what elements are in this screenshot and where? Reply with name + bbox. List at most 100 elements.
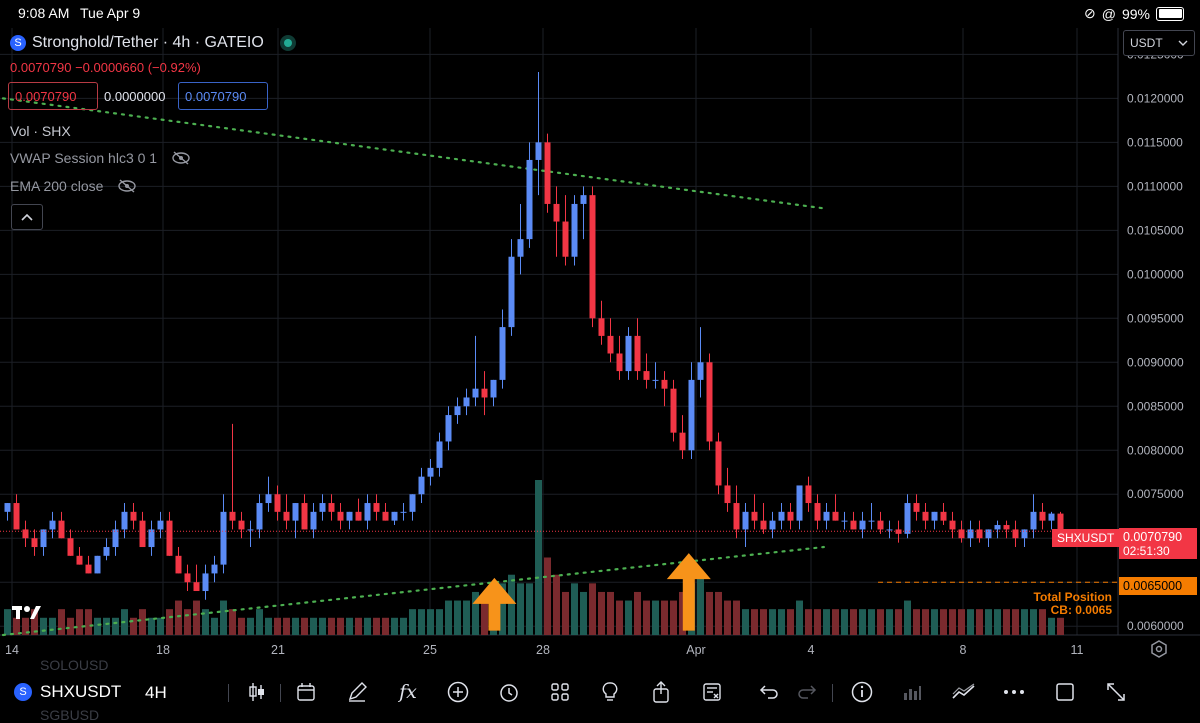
candle-body <box>643 371 650 380</box>
battery-percent: 99% <box>1121 5 1150 22</box>
eye-off-icon[interactable] <box>171 151 191 165</box>
toolbar-separator <box>280 684 281 702</box>
spread-value: 0.0000000 <box>104 88 166 104</box>
candle-body <box>679 432 686 451</box>
collapse-legend-button[interactable] <box>11 204 43 230</box>
indicator-volume[interactable]: Vol · SHX <box>10 123 71 139</box>
volume-bar <box>940 609 947 635</box>
candle-body <box>571 203 578 257</box>
volume-bar <box>607 591 614 635</box>
currency-select[interactable]: USDT <box>1123 30 1195 56</box>
candle-body <box>859 520 866 530</box>
candle-body <box>400 511 407 513</box>
candle-body <box>931 511 938 521</box>
candle-body <box>841 520 848 522</box>
share-icon[interactable] <box>649 680 673 704</box>
candle-type-icon[interactable] <box>245 680 269 704</box>
volume-bars <box>4 480 1064 635</box>
candle-body <box>886 529 893 531</box>
candle-body <box>715 441 722 486</box>
symbol-header[interactable]: S Stronghold/Tether · 4h · GATEIO <box>10 34 296 52</box>
volume-bar <box>31 609 38 635</box>
sell-price-button[interactable]: 0.0070790 <box>8 82 98 110</box>
volume-bar <box>976 609 983 635</box>
fullscreen-square-icon[interactable] <box>1053 680 1077 704</box>
candles <box>4 71 1064 600</box>
layout-grid-icon[interactable] <box>548 680 572 704</box>
candle-body <box>220 511 227 565</box>
undo-icon[interactable] <box>756 680 780 704</box>
candle-body <box>823 511 830 521</box>
volume-bar <box>616 600 623 635</box>
candle-body <box>256 503 263 530</box>
indicator-ema-label: EMA 200 close <box>10 178 104 194</box>
candle-body <box>130 511 137 521</box>
volume-bar <box>706 591 713 635</box>
draw-pen-icon[interactable] <box>345 680 369 704</box>
toolbar-separator <box>832 684 833 702</box>
volume-bar <box>346 617 353 635</box>
bar-countdown: 02:51:30 <box>1119 543 1197 559</box>
candle-body <box>922 511 929 521</box>
expand-arrows-icon[interactable] <box>1104 680 1128 704</box>
candle-body <box>67 538 74 556</box>
redo-icon[interactable] <box>796 680 820 704</box>
candle-body <box>49 520 56 530</box>
interval-button[interactable]: 4H <box>145 683 167 702</box>
candle-body <box>670 388 677 433</box>
info-icon[interactable] <box>850 680 874 704</box>
candle-body <box>787 511 794 521</box>
volume-bar <box>553 574 560 635</box>
candle-body <box>499 327 506 380</box>
indicator-ema[interactable]: EMA 200 close <box>10 178 137 194</box>
candle-body <box>508 256 515 328</box>
candle-body <box>751 511 758 521</box>
candle-body <box>985 529 992 539</box>
candle-body <box>868 520 875 522</box>
candle-body <box>553 203 560 222</box>
candle-body <box>193 582 200 592</box>
symbol-search-button[interactable]: S SHXUSDT <box>14 682 121 702</box>
candle-body <box>112 529 119 548</box>
price-tick-label: 0.0115000 <box>1127 135 1183 149</box>
bar-stats-icon[interactable] <box>900 680 924 704</box>
price-tick-label: 0.0105000 <box>1127 223 1184 237</box>
alarm-clock-icon[interactable] <box>497 680 521 704</box>
volume-bar <box>1012 609 1019 635</box>
buy-price-button[interactable]: 0.0070790 <box>178 82 268 110</box>
candle-body <box>733 503 740 530</box>
candle-body <box>958 529 965 539</box>
volume-bar <box>769 609 776 635</box>
watchlist-ghost-below: SGBUSD <box>40 707 100 723</box>
candle-body <box>688 379 695 451</box>
candle-body <box>535 142 542 160</box>
symbol-title[interactable]: Stronghold/Tether · 4h · GATEIO <box>32 34 264 51</box>
candle-body <box>283 511 290 521</box>
add-circle-icon[interactable] <box>446 680 470 704</box>
volume-bar <box>499 583 506 635</box>
ideas-lightbulb-icon[interactable] <box>598 680 622 704</box>
price-tick-label: 0.0080000 <box>1127 443 1184 457</box>
chart-overlays <box>0 530 1118 631</box>
position-label[interactable]: Total Position CB: 0.0065 <box>990 591 1112 617</box>
volume-bar <box>760 609 767 635</box>
candle-body <box>364 503 371 521</box>
candle-body <box>274 494 281 512</box>
volume-bar <box>715 591 722 635</box>
more-options-icon[interactable] <box>1002 680 1026 704</box>
volume-bar <box>1030 609 1037 635</box>
volume-bar <box>229 609 236 635</box>
clear-drawings-icon[interactable] <box>700 680 724 704</box>
eye-off-icon[interactable] <box>117 179 137 193</box>
volume-bar <box>859 609 866 635</box>
candle-body <box>976 529 983 539</box>
candle-body <box>184 573 191 583</box>
replay-calendar-icon[interactable] <box>295 680 319 704</box>
at-icon: @ <box>1101 5 1116 22</box>
indicator-vwap[interactable]: VWAP Session hlc3 0 1 <box>10 150 191 166</box>
chart-settings-icon[interactable] <box>1150 640 1168 663</box>
indicators-fx-icon[interactable]: fx <box>399 681 417 703</box>
volume-bar <box>418 609 425 635</box>
compare-lines-icon[interactable] <box>952 680 976 704</box>
